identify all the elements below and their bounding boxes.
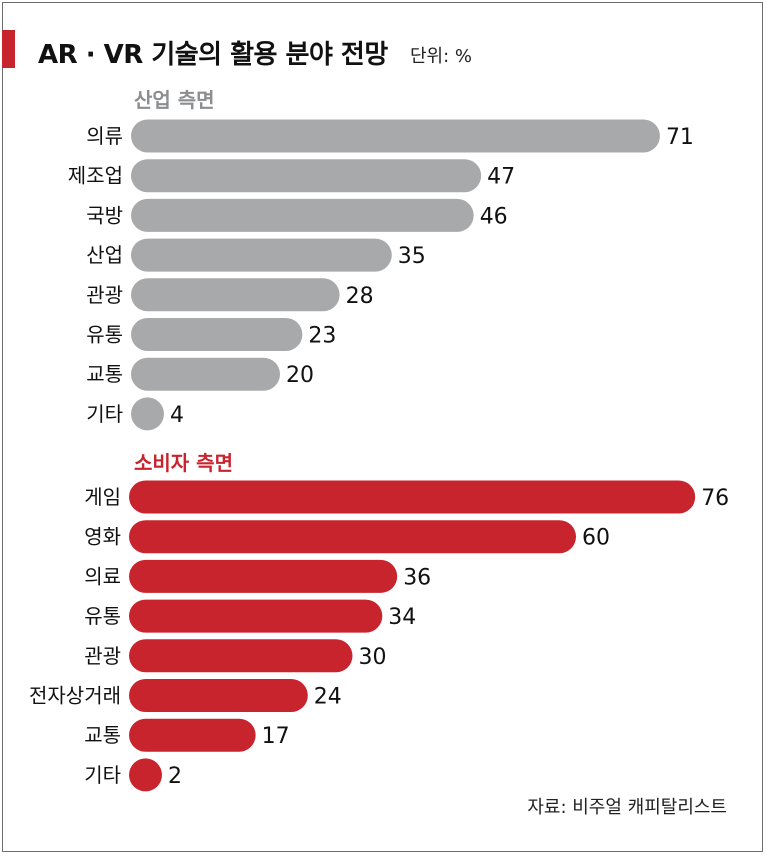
source-note: 자료: 비주얼 캐피탈리스트: [527, 797, 727, 818]
category-label: 게임: [84, 485, 121, 509]
unit-label: 단위: %: [410, 46, 473, 67]
value-label: 24: [314, 685, 342, 710]
category-label: 유통: [86, 323, 123, 347]
category-label: 관광: [86, 283, 123, 307]
section-label: 산업 측면: [134, 88, 215, 112]
bar: [131, 198, 474, 232]
bar: [129, 758, 162, 792]
bar: [131, 238, 392, 272]
bar: [131, 119, 660, 153]
value-label: 47: [487, 165, 515, 190]
value-label: 35: [398, 244, 426, 269]
bar: [131, 159, 482, 193]
bar: [129, 480, 696, 514]
value-label: 4: [170, 403, 184, 428]
category-label: 의료: [84, 564, 121, 588]
bar: [131, 278, 340, 312]
bar: [129, 559, 398, 593]
value-label: 60: [582, 526, 610, 551]
category-label: 유통: [84, 604, 121, 628]
value-label: 34: [388, 605, 416, 630]
category-label: 영화: [84, 525, 121, 549]
bar: [129, 718, 256, 752]
category-label: 산업: [86, 243, 123, 267]
category-label: 교통: [84, 723, 121, 747]
value-label: 20: [286, 363, 314, 388]
value-label: 46: [480, 204, 508, 229]
category-label: 국방: [86, 203, 123, 227]
value-label: 23: [308, 324, 336, 349]
category-label: 기타: [86, 402, 123, 426]
value-label: 76: [701, 486, 729, 511]
value-label: 28: [346, 284, 374, 309]
category-label: 전자상거래: [29, 684, 121, 708]
category-label: 의류: [86, 124, 123, 148]
bar: [129, 679, 308, 712]
bar: [129, 639, 353, 673]
bar: [131, 397, 164, 431]
category-label: 교통: [86, 362, 123, 386]
bar: [131, 318, 303, 351]
title-accent-bar: [2, 30, 15, 68]
chart-title: AR · VR 기술의 활용 분야 전망: [38, 40, 388, 70]
value-label: 71: [666, 125, 694, 150]
value-label: 17: [262, 724, 290, 749]
category-label: 제조업: [68, 164, 123, 188]
section-label: 소비자 측면: [134, 451, 233, 475]
value-label: 36: [403, 565, 431, 590]
bar: [131, 357, 280, 391]
category-label: 관광: [84, 644, 121, 668]
category-label: 기타: [84, 763, 121, 787]
value-label: 30: [359, 645, 387, 670]
bar: [129, 520, 576, 554]
bar: [129, 599, 383, 633]
value-label: 2: [168, 764, 182, 789]
